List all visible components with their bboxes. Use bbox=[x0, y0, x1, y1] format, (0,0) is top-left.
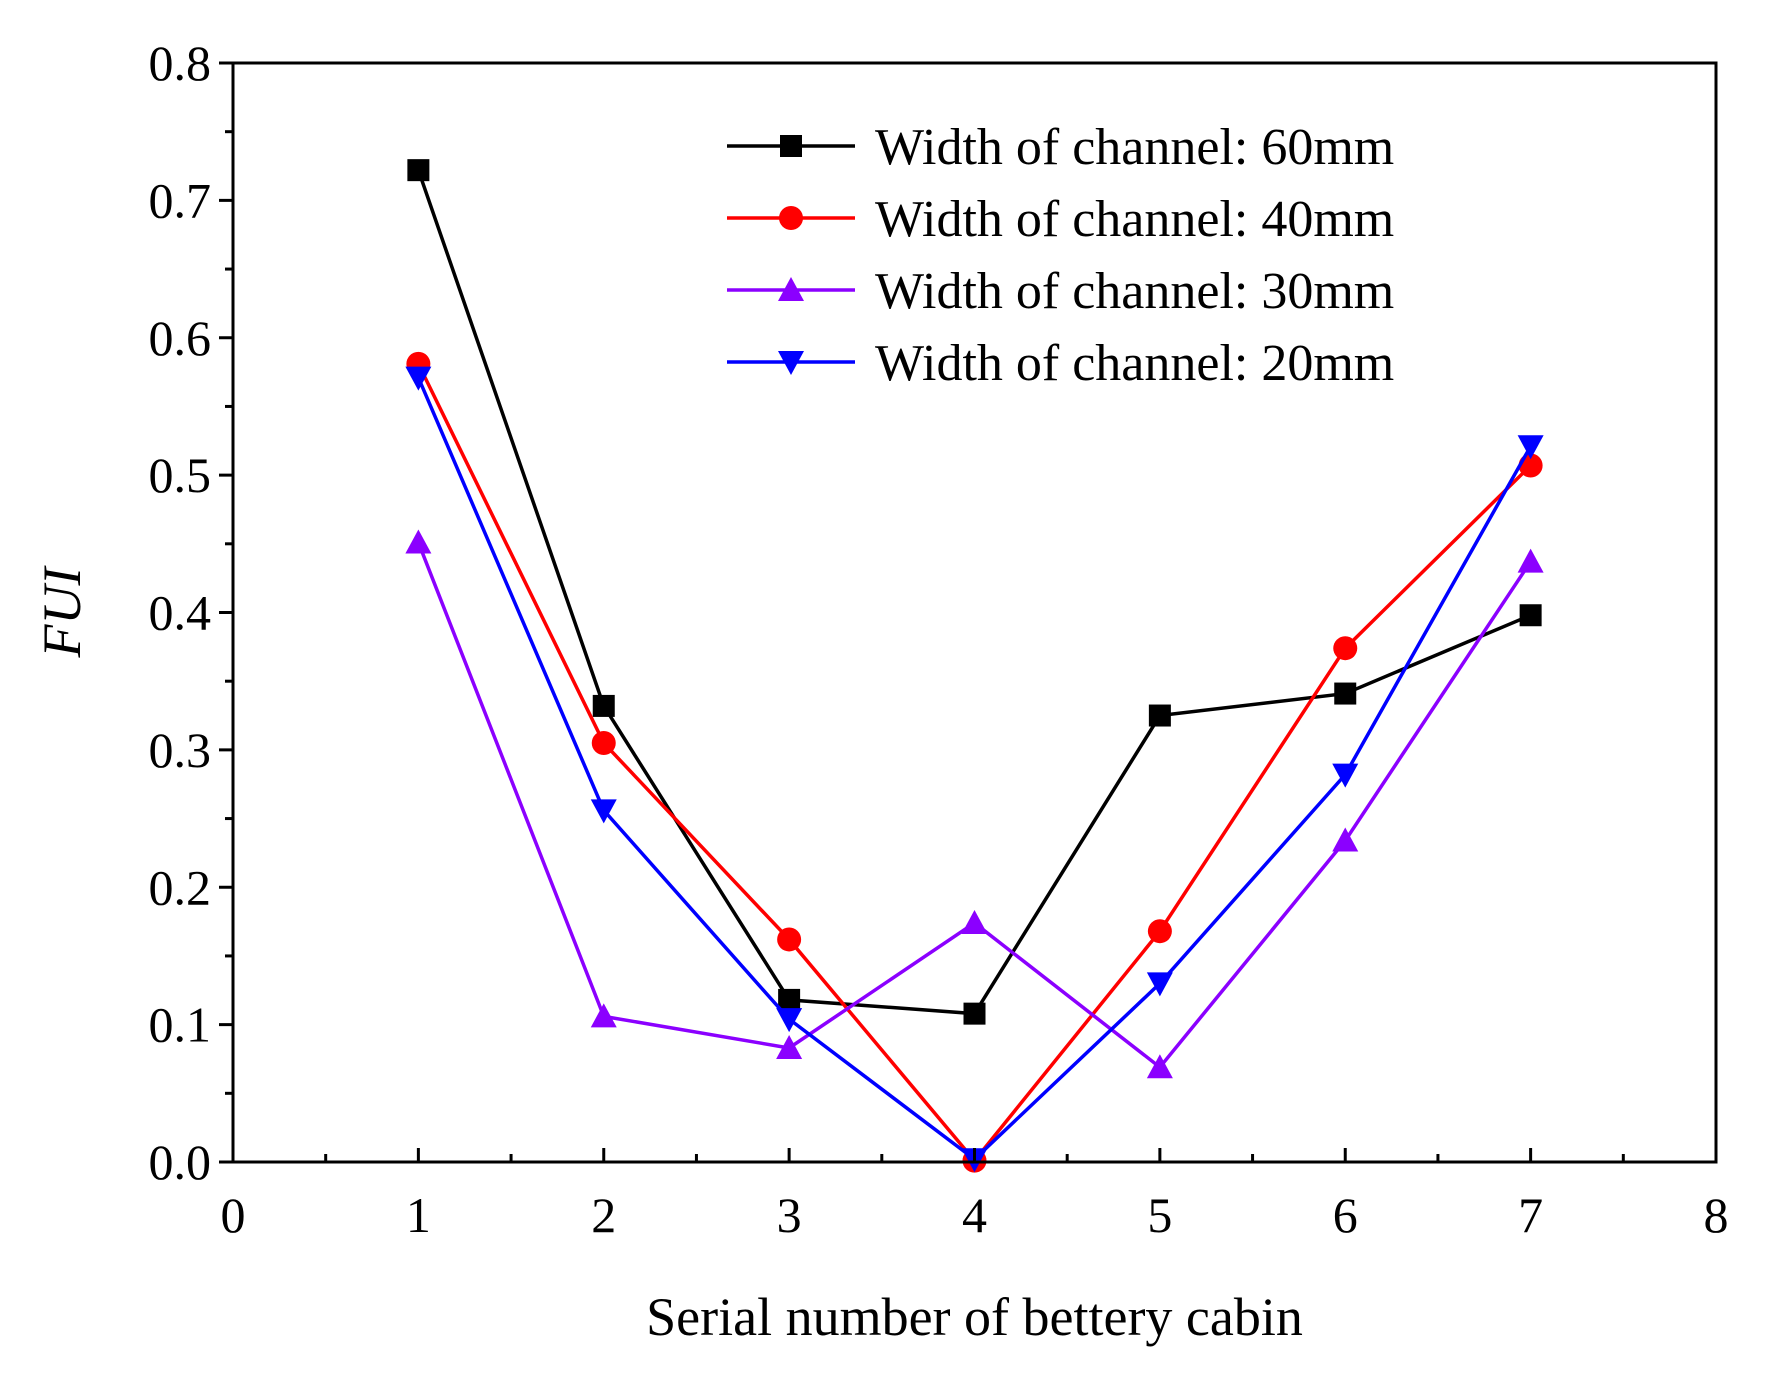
data-point bbox=[1333, 636, 1358, 661]
y-tick-label: 0.4 bbox=[149, 585, 212, 641]
legend: Width of channel: 60mm Width of channel: … bbox=[727, 119, 1394, 392]
data-point bbox=[1332, 763, 1359, 788]
data-point bbox=[776, 1008, 803, 1033]
y-tick-label: 0.8 bbox=[149, 35, 212, 91]
data-point bbox=[1146, 1054, 1173, 1079]
data-point bbox=[1332, 827, 1359, 852]
legend-marker bbox=[778, 351, 804, 375]
y-tick-label: 0.7 bbox=[149, 172, 212, 228]
x-tick-label: 3 bbox=[777, 1187, 802, 1243]
data-point bbox=[592, 694, 615, 717]
y-tick-label: 0.5 bbox=[149, 447, 212, 503]
legend-label: Width of channel: 30mm bbox=[875, 263, 1394, 320]
legend-entry-1: Width of channel: 40mm bbox=[727, 191, 1394, 248]
data-point bbox=[591, 731, 616, 756]
legend-entry-0: Width of channel: 60mm bbox=[727, 119, 1394, 176]
data-point bbox=[1517, 435, 1544, 460]
data-point bbox=[1147, 919, 1172, 944]
legend-entry-3: Width of channel: 20mm bbox=[727, 335, 1394, 392]
legend-label: Width of channel: 20mm bbox=[875, 335, 1394, 392]
series-layer bbox=[405, 159, 1544, 1173]
y-tick-label: 0.1 bbox=[149, 997, 212, 1053]
data-point bbox=[1148, 704, 1171, 727]
y-tick-label: 0.3 bbox=[149, 722, 212, 778]
data-point bbox=[778, 988, 801, 1011]
x-tick-label: 6 bbox=[1333, 1187, 1358, 1243]
y-tick-label: 0.6 bbox=[149, 310, 212, 366]
legend-marker bbox=[779, 206, 803, 230]
x-tick-label: 2 bbox=[591, 1187, 616, 1243]
legend-marker bbox=[780, 135, 802, 157]
x-tick-label: 0 bbox=[221, 1187, 246, 1243]
data-point bbox=[777, 927, 802, 952]
data-point bbox=[405, 366, 432, 391]
series-2 bbox=[405, 529, 1544, 1079]
data-point bbox=[407, 159, 430, 182]
data-point bbox=[1146, 972, 1173, 997]
legend-entry-2: Width of channel: 30mm bbox=[727, 263, 1394, 320]
legend-label: Width of channel: 40mm bbox=[875, 191, 1394, 248]
x-tick-label: 7 bbox=[1518, 1187, 1543, 1243]
x-axis-title: Serial number of bettery cabin bbox=[646, 1287, 1303, 1347]
data-point bbox=[961, 909, 988, 934]
data-point bbox=[776, 1034, 803, 1059]
data-point bbox=[405, 529, 432, 554]
x-tick-label: 4 bbox=[962, 1187, 987, 1243]
data-point bbox=[1517, 548, 1544, 573]
y-axis-title: FUI bbox=[32, 565, 92, 659]
legend-marker bbox=[778, 277, 804, 301]
data-point bbox=[590, 799, 617, 824]
legend-label: Width of channel: 60mm bbox=[875, 119, 1394, 176]
x-tick-label: 5 bbox=[1147, 1187, 1172, 1243]
y-tick-label: 0.2 bbox=[149, 859, 212, 915]
data-point bbox=[1519, 604, 1542, 627]
data-point bbox=[590, 1003, 617, 1028]
data-point bbox=[1334, 682, 1357, 705]
x-tick-label: 1 bbox=[406, 1187, 431, 1243]
x-tick-label: 8 bbox=[1704, 1187, 1729, 1243]
y-tick-label: 0.0 bbox=[149, 1134, 212, 1190]
series-0 bbox=[407, 159, 1542, 1025]
axis-layer: 0 1 2 3 4 5 6 7 8 0.0 0.1 0.2 0.3 0.4 0.5 0.6 0.7 0.8 bbox=[149, 35, 1729, 1243]
data-point bbox=[963, 1002, 986, 1025]
